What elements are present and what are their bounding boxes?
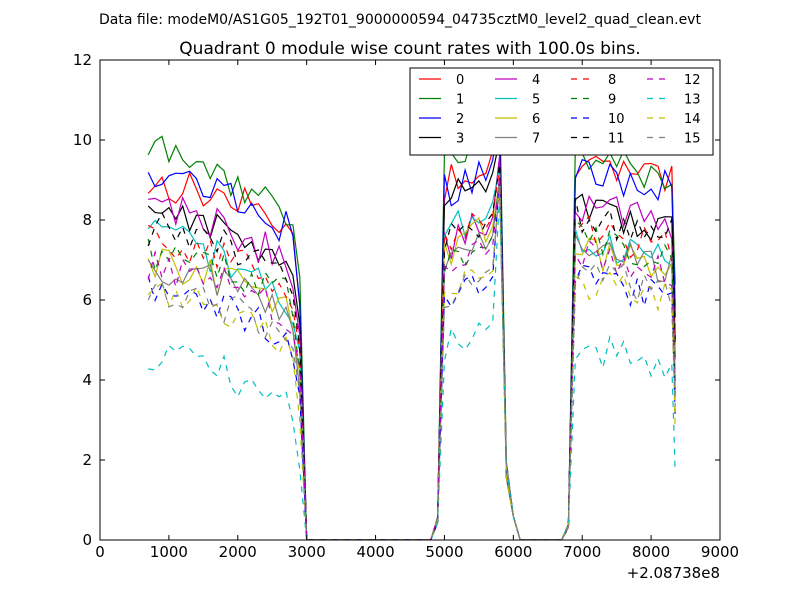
series-line-7 [147, 179, 676, 540]
legend-label-15: 15 [684, 132, 701, 147]
legend-box [409, 67, 714, 156]
x-tick-label: 8000 [632, 543, 670, 561]
x-tick-label: 0 [95, 543, 105, 561]
legend-label-14: 14 [684, 112, 701, 127]
y-tick-label: 10 [73, 131, 92, 149]
axes-layer: 0 1000 2000 3000 4000 5000 6000 7000 8000 9000 0 2 4… [73, 51, 739, 561]
legend-label-2: 2 [456, 112, 464, 127]
legend-label-12: 12 [684, 73, 701, 88]
series-line-10 [147, 175, 676, 540]
legend-label-11: 11 [608, 132, 625, 147]
y-tick-label: 0 [82, 531, 92, 549]
legend-label-5: 5 [532, 93, 540, 108]
legend-label-13: 13 [684, 93, 701, 108]
y-tick-label: 12 [73, 51, 92, 69]
series-line-9 [147, 179, 676, 540]
legend-label-3: 3 [456, 132, 464, 147]
legend-label-0: 0 [456, 73, 464, 88]
y-tick-label: 8 [82, 211, 92, 229]
x-tick-label: 1000 [150, 543, 188, 561]
legend-label-9: 9 [608, 93, 616, 108]
legend-label-10: 10 [608, 112, 625, 127]
series-line-14 [147, 183, 676, 540]
x-tick-label: 7000 [563, 543, 601, 561]
y-tick-label: 6 [82, 291, 92, 309]
legend-label-6: 6 [532, 112, 540, 127]
series-line-4 [148, 155, 676, 540]
y-tick-label: 4 [82, 371, 92, 389]
x-tick-label: 4000 [356, 543, 394, 561]
x-offset-label: +2.08738e8 [627, 564, 720, 582]
x-tick-label: 3000 [288, 543, 326, 561]
chart-suptitle: Data file: modeM0/AS1G05_192T01_90000005… [99, 12, 701, 28]
legend-label-7: 7 [532, 132, 540, 147]
y-tick-label: 2 [82, 451, 92, 469]
series-line-12 [147, 175, 676, 540]
x-tick-label: 2000 [219, 543, 257, 561]
x-tick-label: 5000 [425, 543, 463, 561]
series-line-0 [147, 142, 676, 540]
series-line-3 [147, 139, 676, 540]
legend-label-1: 1 [456, 93, 464, 108]
series-line-2 [147, 115, 676, 540]
chart-title: Quadrant 0 module wise count rates with … [179, 39, 640, 59]
series-layer [147, 99, 676, 540]
legend-label-8: 8 [608, 73, 616, 88]
legend-label-4: 4 [532, 73, 540, 88]
x-tick-label: 6000 [494, 543, 532, 561]
x-tick-label: 9000 [701, 543, 739, 561]
plot-border [99, 59, 721, 541]
